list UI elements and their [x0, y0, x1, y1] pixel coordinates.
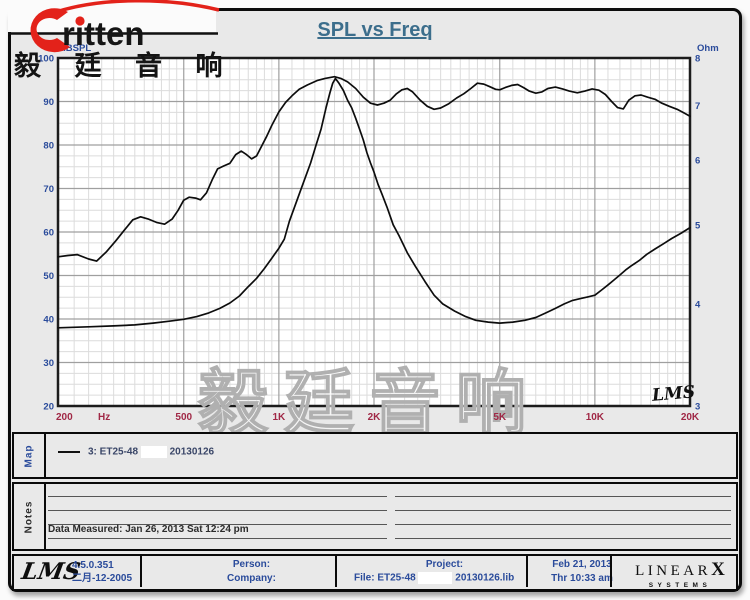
footer-divider [140, 554, 142, 587]
notes-rule-line [395, 496, 731, 497]
chart-lms-logo: LMS [650, 382, 696, 406]
y-left-tick-label: 60 [43, 228, 54, 239]
y-right-tick-label: 8 [695, 54, 700, 65]
spl-curve [57, 75, 691, 262]
footer-date: Feb 21, 2013 [552, 559, 612, 570]
white-patch [418, 572, 453, 584]
y-right-tick-label: 4 [695, 299, 701, 310]
notes-section: Notes Data Measured: Jan 26, 2013 Sat 12… [12, 482, 738, 551]
footer-divider [610, 554, 612, 587]
y-left-tick-label: 20 [43, 402, 54, 413]
eritten-logo-graphic: ritten [8, 0, 220, 53]
notes-rule-line [48, 496, 387, 497]
impedance-curve [57, 77, 691, 329]
lib-label: 20130126.lib [455, 572, 515, 584]
x-tick-label: 20K [681, 412, 700, 423]
right-axis-unit-label: Ohm [697, 43, 719, 54]
x-tick-label: 5K [493, 412, 507, 423]
map-entry-file: 20130126 [169, 446, 215, 458]
linearx-x: X [711, 559, 725, 580]
lms-version-date: 二月-12-2005 [72, 573, 133, 584]
footer-date-cell: Feb 21, 2013 Thr 10:33 am [540, 558, 624, 586]
linearx-systems-text: SYSTEMS [648, 582, 712, 589]
left-axis-unit-label: dBSPL [60, 43, 92, 54]
y-left-tick-label: 90 [43, 97, 54, 108]
logo-e-crescent-icon [30, 8, 70, 53]
x-tick-label: 10K [586, 412, 605, 423]
company-label: Company: [227, 573, 276, 584]
file-label: File: ET25-48 [354, 572, 416, 584]
map-legend-entry: 3: ET25-48 20130126 [58, 446, 214, 458]
footer-person-cell: Person: Company: [154, 558, 349, 586]
map-section-header: Map [14, 434, 46, 477]
map-label: Map [23, 444, 35, 467]
notes-rule-line [395, 524, 731, 525]
notes-rule-line [395, 538, 731, 539]
x-tick-label: 500 [175, 412, 192, 423]
chart-title: SPL vs Freq [317, 19, 433, 41]
linearx-wordmark: LINEARX [626, 559, 734, 581]
footer-file-row: File: ET25-48 20130126.lib [354, 572, 540, 584]
y-right-tick-label: 6 [695, 156, 700, 167]
footer-version-block: 4.5.0.351 二月-12-2005 [72, 559, 132, 585]
linearx-text: LINEAR [635, 563, 712, 579]
y-left-tick-label: 30 [43, 358, 54, 369]
brand-logo: ritten [6, 0, 236, 60]
footer-divider [526, 554, 528, 587]
notes-label: Notes [23, 500, 35, 533]
map-entry-id: 3: ET25-48 [88, 446, 139, 458]
x-tick-label: 1K [272, 412, 286, 423]
footer-time: Thr 10:33 am [551, 573, 613, 584]
y-right-tick-label: 5 [695, 220, 701, 231]
y-right-tick-label: 7 [695, 101, 700, 112]
white-patch [140, 446, 167, 458]
y-left-tick-label: 40 [43, 315, 54, 326]
y-left-tick-label: 70 [43, 184, 54, 195]
person-label: Person: [232, 559, 271, 570]
plot-frame [56, 56, 692, 408]
project-label: Project: [425, 559, 464, 570]
notes-rule-line [48, 524, 387, 525]
y-right-tick-label: 3 [695, 402, 700, 413]
y-left-tick-label: 50 [43, 271, 54, 282]
linearx-logo: LINEARX SYSTEMS [626, 559, 734, 589]
notes-rule-line [48, 538, 387, 539]
y-left-tick-label: 80 [43, 141, 54, 152]
brand-chinese-name: 毅 廷 音 响 [14, 51, 236, 81]
map-section: Map 3: ET25-48 20130126 [12, 432, 738, 479]
footer-project-cell: Project: [349, 558, 540, 572]
notes-rule-line [48, 510, 387, 511]
logo-i-dot-icon [75, 16, 85, 26]
x-tick-label: 2K [368, 412, 382, 423]
footer-bar: LMS 4.5.0.351 二月-12-2005 Person: Company… [12, 554, 738, 591]
spl-impedance-chart: 毅廷音响 100 90 80 70 60 50 40 30 20 8 7 6 5 4 3 200 500 1K 2K 5… [38, 54, 701, 433]
x-tick-label: 200 [56, 412, 73, 423]
footer-divider [335, 554, 337, 587]
lms-version: 4.5.0.351 [72, 560, 114, 571]
notes-rule-line [395, 510, 731, 511]
data-measured-text: Data Measured: Jan 26, 2013 Sat 12:24 pm [48, 524, 249, 535]
watermark-text: 毅廷音响 [198, 362, 542, 432]
y-left-tick-label: 100 [38, 54, 54, 65]
logo-swoosh-icon [49, 0, 220, 16]
curve-line-sample-icon [58, 451, 80, 453]
x-axis-unit-label: Hz [98, 412, 110, 423]
notes-section-header: Notes [14, 484, 46, 549]
